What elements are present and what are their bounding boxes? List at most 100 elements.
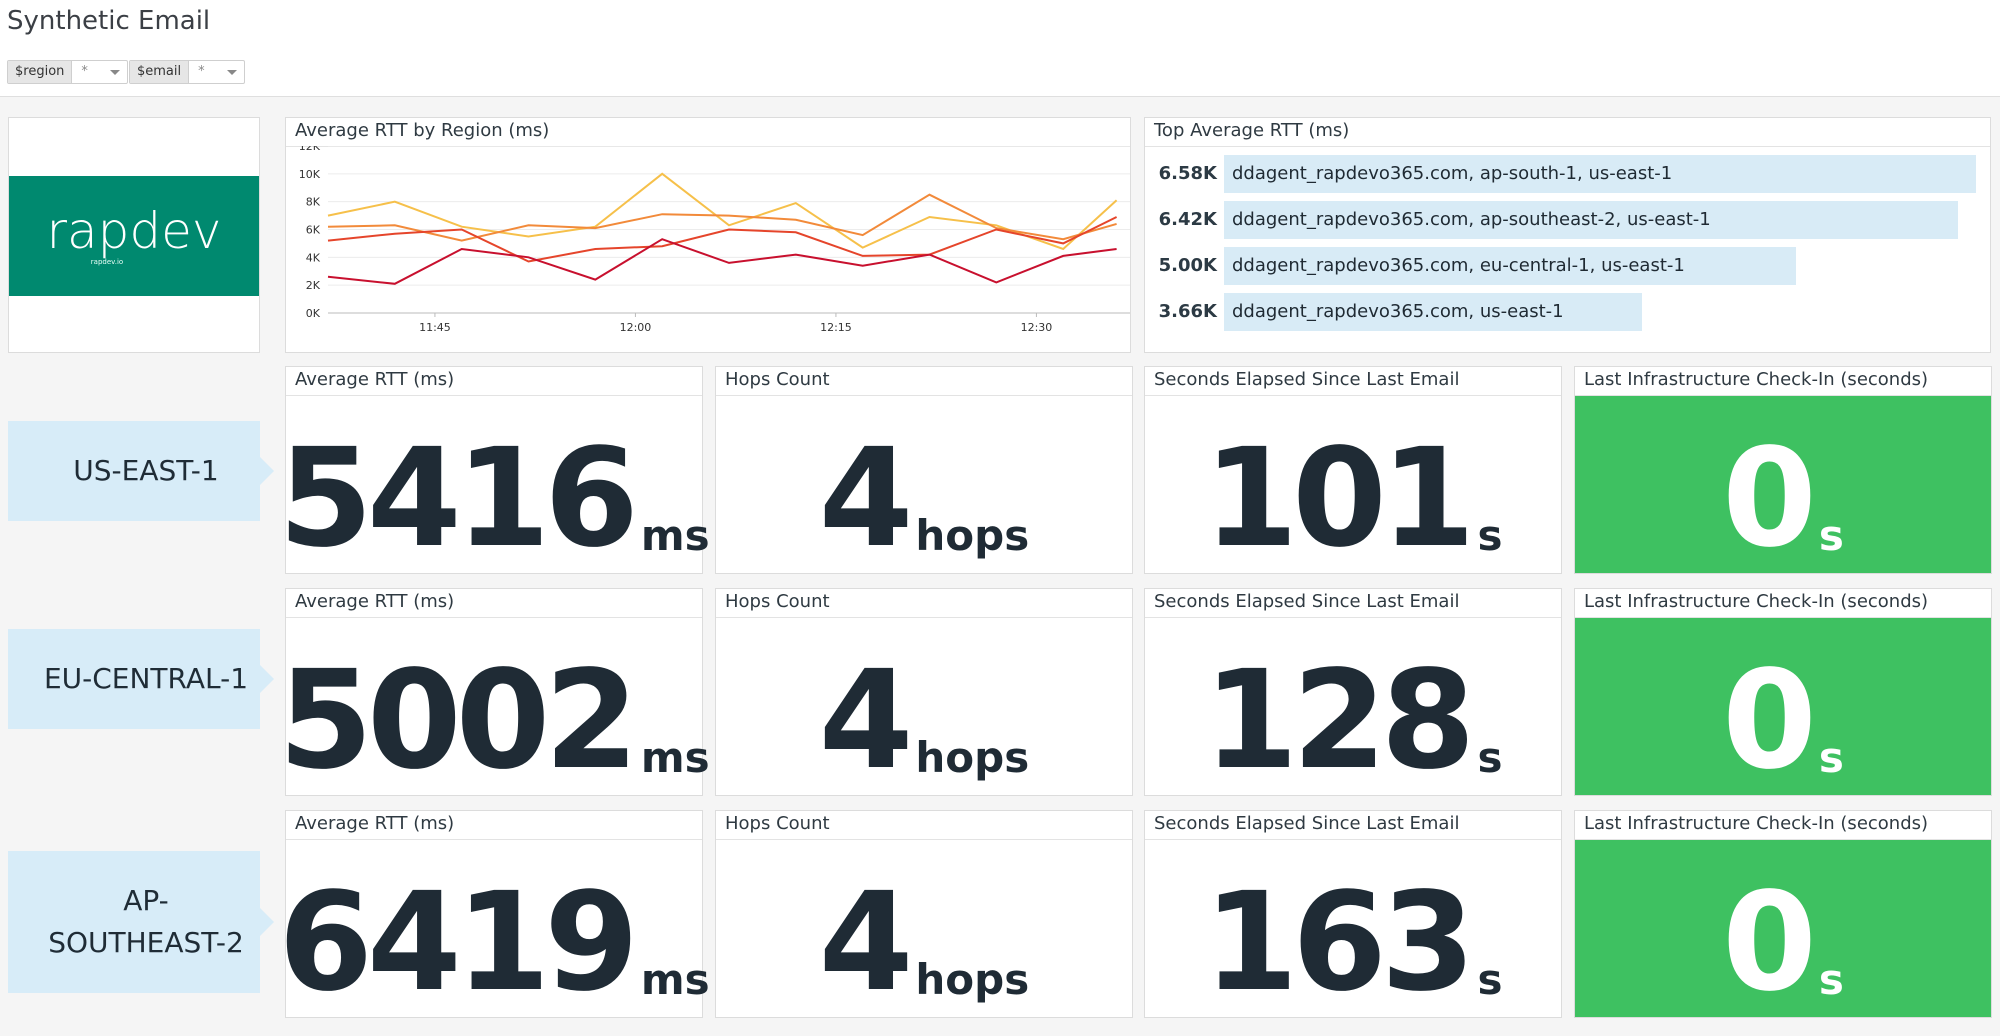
series-line-3[interactable] [327, 238, 1117, 285]
hops-count-widget: Hops Count 4 hops [715, 588, 1133, 796]
toplist-label: ddagent_rapdevo365.com, ap-southeast-2, … [1232, 209, 1711, 230]
series-line-0[interactable] [327, 172, 1118, 251]
query-value-number: 5416 [278, 420, 639, 578]
query-value: 4 hops [716, 840, 1132, 1017]
x-tick-label: 12:30 [1021, 321, 1053, 334]
query-value-unit: ms [640, 955, 710, 1004]
widget-title: Top Average RTT (ms) [1154, 120, 1350, 141]
toplist-label: ddagent_rapdevo365.com, eu-central-1, us… [1232, 255, 1685, 276]
template-var-value[interactable]: * [189, 61, 244, 83]
widget-title: Last Infrastructure Check-In (seconds) [1584, 591, 1929, 612]
toplist-value: 6.58K [1158, 163, 1217, 184]
chevron-down-icon [227, 70, 238, 75]
query-value-number: 5002 [278, 642, 639, 800]
series-line-2[interactable] [327, 216, 1118, 263]
hops-count-widget: Hops Count 4 hops [715, 366, 1133, 574]
toplist-bar [1224, 201, 1958, 239]
x-tick-label: 11:45 [419, 321, 451, 334]
query-value-unit: s [1477, 955, 1503, 1004]
logo-text: rapdev [46, 202, 221, 260]
seconds-elapsed-widget: Seconds Elapsed Since Last Email 101 s [1144, 366, 1562, 574]
query-value: 163 s [1145, 840, 1561, 1017]
query-value-unit: ms [640, 511, 710, 560]
region-pointer-icon [260, 908, 274, 936]
query-value-number: 0 [1722, 864, 1817, 1022]
region-label-text: AP-SOUTHEAST-2 [48, 884, 244, 959]
query-value-number: 128 [1203, 642, 1476, 800]
query-value: 6419 ms [278, 840, 709, 1017]
x-tick-label: 12:00 [620, 321, 652, 334]
template-var-region[interactable]: $region * [7, 60, 129, 84]
region-pointer-icon [260, 457, 274, 485]
avg-rtt-widget: Average RTT (ms) 6419 ms [278, 810, 710, 1018]
query-value-unit: s [1477, 511, 1503, 560]
region-pointer-icon [260, 665, 274, 693]
query-value: 128 s [1145, 618, 1561, 795]
toplist-row[interactable]: 3.66K ddagent_rapdevo365.com, us-east-1 [1145, 293, 1990, 331]
y-tick-label: 0K [306, 307, 321, 320]
toplist-bar [1224, 293, 1642, 331]
template-var-name: $email [130, 61, 190, 83]
toplist-label: ddagent_rapdevo365.com, ap-south-1, us-e… [1232, 163, 1673, 184]
seconds-elapsed-widget: Seconds Elapsed Since Last Email 163 s [1144, 810, 1562, 1018]
toplist-value: 5.00K [1158, 255, 1217, 276]
rtt-line-chart[interactable]: 0K 2K 4K 6K 8K 10K 12K 11:45 12:00 12:15 12:30 [286, 146, 1130, 352]
avg-rtt-widget: Average RTT (ms) 5416 ms [278, 366, 710, 574]
top-rtt-widget: Top Average RTT (ms) 6.58K ddagent_rapdev… [1144, 117, 1991, 353]
template-var-value[interactable]: * [72, 61, 127, 83]
query-value: 5002 ms [278, 618, 709, 795]
infra-checkin-widget: Last Infrastructure Check-In (seconds) 0 s [1574, 588, 1992, 796]
widget-title: Seconds Elapsed Since Last Email [1154, 591, 1460, 612]
query-value-number: 4 [818, 642, 914, 800]
toplist-row[interactable]: 6.42K ddagent_rapdevo365.com, ap-southeas… [1145, 201, 1990, 239]
series-line-1[interactable] [327, 193, 1117, 242]
region-label-text: US-EAST-1 [73, 454, 219, 487]
query-value: 4 hops [716, 618, 1132, 795]
template-var-name: $region [8, 61, 73, 83]
toplist-row[interactable]: 5.00K ddagent_rapdevo365.com, eu-central-… [1145, 247, 1990, 285]
widget-title: Last Infrastructure Check-In (seconds) [1584, 369, 1929, 390]
query-value: 101 s [1145, 396, 1561, 573]
template-var-email[interactable]: $email * [129, 60, 246, 84]
widget-title: Average RTT (ms) [295, 813, 455, 834]
toplist-label: ddagent_rapdevo365.com, us-east-1 [1232, 301, 1564, 322]
y-tick-label: 12K [299, 146, 321, 153]
widget-title: Hops Count [725, 591, 830, 612]
avg-rtt-widget: Average RTT (ms) 5002 ms [278, 588, 710, 796]
y-tick-label: 4K [306, 251, 321, 264]
toplist-value: 3.66K [1158, 301, 1217, 322]
seconds-elapsed-widget: Seconds Elapsed Since Last Email 128 s [1144, 588, 1562, 796]
infra-checkin-widget: Last Infrastructure Check-In (seconds) 0 s [1574, 366, 1992, 574]
query-value-number: 163 [1203, 864, 1476, 1022]
widget-title: Last Infrastructure Check-In (seconds) [1584, 813, 1929, 834]
widget-title: Hops Count [725, 813, 830, 834]
query-value-number: 6419 [278, 864, 639, 1022]
toplist-bar [1224, 247, 1796, 285]
logo-widget: rapdev rapdev.io [8, 117, 260, 353]
query-value: 5416 ms [278, 396, 709, 573]
rtt-by-region-widget: Average RTT by Region (ms) 0K 2K 4K 6K 8K 10K… [285, 117, 1131, 353]
query-value-unit: s [1818, 955, 1844, 1004]
query-value: 4 hops [716, 396, 1132, 573]
query-value-unit: hops [915, 955, 1030, 1004]
widget-title: Seconds Elapsed Since Last Email [1154, 813, 1460, 834]
toplist-row[interactable]: 6.58K ddagent_rapdevo365.com, ap-south-1,… [1145, 155, 1990, 193]
logo-subtext: rapdev.io [91, 258, 123, 266]
query-value-number: 0 [1722, 642, 1817, 800]
query-value-unit: hops [915, 511, 1030, 560]
region-label: US-EAST-1 [8, 421, 274, 521]
rapdev-logo: rapdev rapdev.io [9, 176, 259, 296]
x-tick-label: 12:15 [820, 321, 852, 334]
toplist-value: 6.42K [1158, 209, 1217, 230]
query-value-unit: hops [915, 733, 1030, 782]
query-value-unit: s [1818, 511, 1844, 560]
query-value-number: 101 [1203, 420, 1476, 578]
y-tick-label: 8K [306, 196, 321, 209]
query-value-number: 4 [818, 420, 914, 578]
rapdev-logo-svg: rapdev rapdev.io [46, 202, 221, 266]
query-value-unit: s [1818, 733, 1844, 782]
infra-checkin-widget: Last Infrastructure Check-In (seconds) 0 s [1574, 810, 1992, 1018]
query-value-number: 0 [1722, 420, 1817, 578]
